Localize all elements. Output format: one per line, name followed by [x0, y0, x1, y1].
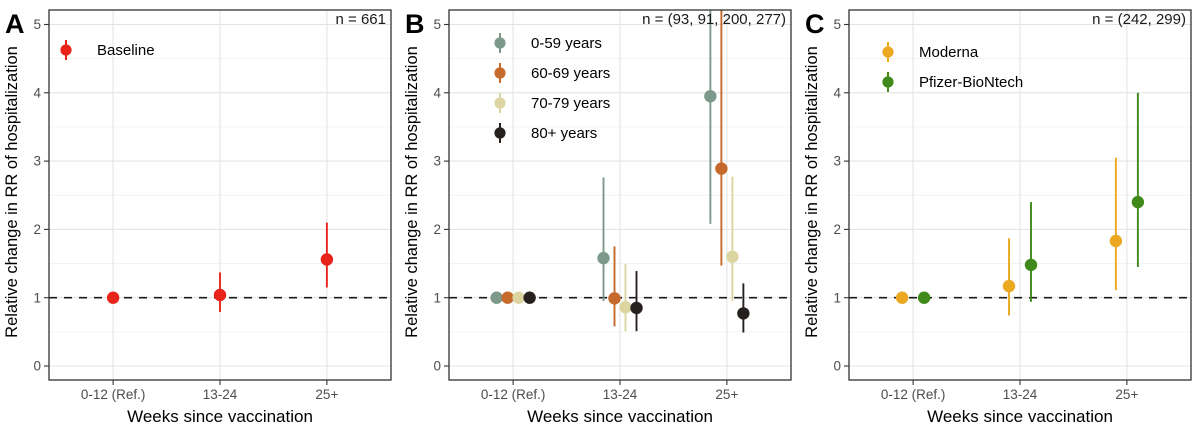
x-tick-label: 13-24: [203, 387, 238, 402]
y-tick-label: 2: [33, 222, 41, 237]
y-tick-label: 1: [833, 290, 841, 305]
data-point: [106, 291, 120, 304]
data-point: [726, 250, 739, 263]
y-tick-label: 1: [433, 290, 441, 305]
x-tick-label: 25+: [1115, 387, 1138, 402]
legend-key-dot: [494, 37, 506, 49]
x-tick-label: 0-12 (Ref.): [481, 387, 546, 402]
x-tick-label: 25+: [315, 387, 338, 402]
data-point: [320, 253, 334, 266]
legend-entry: Baseline: [60, 40, 155, 60]
data-point: [715, 162, 728, 175]
y-axis-title: Relative change in RR of hospitalization: [3, 46, 21, 338]
data-point: [213, 288, 227, 302]
y-axis-title: Relative change in RR of hospitalization: [803, 46, 821, 338]
series-moderna: [895, 157, 1123, 316]
data-point: [608, 292, 621, 305]
panel-letter: B: [405, 9, 425, 39]
panel-b: 0 1 2 3 4 5 0-12 (Ref.) 13-24 25+Weeks since vac…: [403, 9, 792, 426]
legend-entry: 60-69 years: [494, 63, 610, 83]
legend-label: Moderna: [919, 44, 979, 61]
series-0-59-years: [490, 10, 717, 304]
series-pfizer-biontech: [917, 92, 1145, 304]
x-tick-label: 25+: [715, 387, 738, 402]
y-tick-label: 0: [433, 359, 441, 374]
y-tick-label: 5: [433, 17, 441, 32]
legend-key-dot: [882, 46, 894, 58]
panel-plot-area: [895, 92, 1145, 316]
data-point: [630, 301, 643, 315]
legend-entry: Moderna: [882, 42, 979, 62]
n-label: n = (93, 91, 200, 277): [642, 11, 786, 28]
n-label: n = 661: [336, 11, 386, 28]
y-tick-label: 5: [833, 17, 841, 32]
panel-letter: C: [805, 9, 825, 39]
data-point: [704, 90, 717, 103]
series-80-years: [523, 271, 750, 333]
panel-c: 0 1 2 3 4 5 0-12 (Ref.) 13-24 25+Weeks since vac…: [803, 9, 1192, 426]
y-tick-label: 4: [33, 85, 41, 100]
y-tick-label: 0: [833, 359, 841, 374]
data-point: [895, 291, 909, 304]
data-point: [1131, 195, 1145, 209]
panel-letter: A: [5, 9, 25, 39]
x-tick-label: 0-12 (Ref.): [81, 387, 146, 402]
y-tick-label: 4: [833, 85, 841, 100]
series-60-69-years: [501, 10, 728, 327]
panel-plot-area: [106, 222, 334, 313]
data-point: [1024, 258, 1038, 272]
y-tick-label: 3: [833, 154, 841, 169]
data-point: [597, 251, 610, 265]
legend-label: 0-59 years: [531, 35, 602, 52]
x-tick-label: 13-24: [1003, 387, 1038, 402]
legend-label: 60-69 years: [531, 65, 610, 82]
x-axis-title: Weeks since vaccination: [927, 407, 1113, 426]
data-point: [490, 291, 503, 304]
legend: 0-59 years 60-69 years 70-79 years 80+ year…: [494, 33, 610, 143]
y-tick-label: 4: [433, 85, 441, 100]
x-axis-title: Weeks since vaccination: [527, 407, 713, 426]
series-70-79-years: [512, 176, 739, 332]
panel-plot-area: [490, 10, 750, 333]
y-tick-label: 0: [33, 359, 41, 374]
y-axis-title: Relative change in RR of hospitalization: [403, 46, 421, 338]
data-point: [501, 291, 514, 304]
data-point: [523, 291, 536, 304]
x-tick-label: 13-24: [603, 387, 638, 402]
legend-key-dot: [60, 44, 72, 56]
legend: Baseline: [60, 40, 155, 60]
data-point: [1002, 279, 1016, 293]
y-tick-label: 2: [433, 222, 441, 237]
data-point: [917, 291, 931, 304]
y-tick-label: 3: [433, 154, 441, 169]
legend-key-dot: [494, 127, 506, 139]
legend: Moderna Pfizer-BioNtech: [882, 42, 1023, 92]
data-point: [737, 307, 750, 320]
y-tick-label: 2: [833, 222, 841, 237]
legend-entry: 80+ years: [494, 123, 597, 143]
legend-label: Pfizer-BioNtech: [919, 74, 1023, 91]
y-tick-label: 1: [33, 290, 41, 305]
n-label: n = (242, 299): [1092, 11, 1186, 28]
x-axis-title: Weeks since vaccination: [127, 407, 313, 426]
data-point: [512, 291, 525, 304]
y-tick-label: 5: [33, 17, 41, 32]
legend-entry: 0-59 years: [494, 33, 602, 53]
legend-entry: 70-79 years: [494, 93, 610, 113]
y-tick-label: 3: [33, 154, 41, 169]
legend-key-dot: [494, 97, 506, 109]
legend-label: 70-79 years: [531, 95, 610, 112]
data-point: [619, 301, 632, 314]
legend-label: Baseline: [97, 42, 155, 59]
panel-a: 0 1 2 3 4 5 0-12 (Ref.) 13-24 25+Weeks since vac…: [3, 9, 392, 426]
series-baseline: [106, 222, 334, 313]
legend-entry: Pfizer-BioNtech: [882, 72, 1023, 92]
legend-key-dot: [882, 76, 894, 88]
data-point: [1109, 234, 1123, 248]
legend-key-dot: [494, 67, 506, 79]
legend-label: 80+ years: [531, 125, 597, 142]
x-tick-label: 0-12 (Ref.): [881, 387, 946, 402]
